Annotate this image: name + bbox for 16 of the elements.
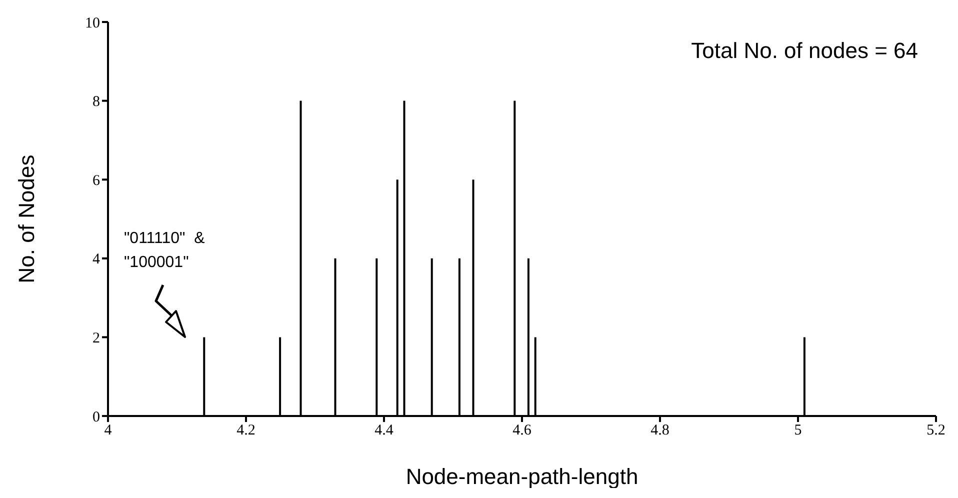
x-tick-label: 5 <box>794 422 802 439</box>
annotation: Total No. of nodes = 64 <box>691 38 918 63</box>
x-tick-label: 4.4 <box>374 422 394 439</box>
y-tick-label: 4 <box>92 252 100 268</box>
y-tick-label: 6 <box>92 172 100 189</box>
y-tick-label: 0 <box>92 409 100 426</box>
x-tick-label: 5.2 <box>926 422 946 439</box>
y-tick-label: 8 <box>92 94 100 110</box>
x-tick-label: 4.2 <box>236 422 256 439</box>
annotation: "011110" & "100001" <box>124 230 206 271</box>
y-tick-label: 2 <box>92 330 100 347</box>
x-tick-label: 4.8 <box>650 422 670 439</box>
y-tick-label: 10 <box>85 15 100 32</box>
y-axis-title: No. of Nodes <box>14 154 39 284</box>
x-tick-label: 4 <box>104 422 112 439</box>
x-tick-label: 4.6 <box>512 422 532 439</box>
